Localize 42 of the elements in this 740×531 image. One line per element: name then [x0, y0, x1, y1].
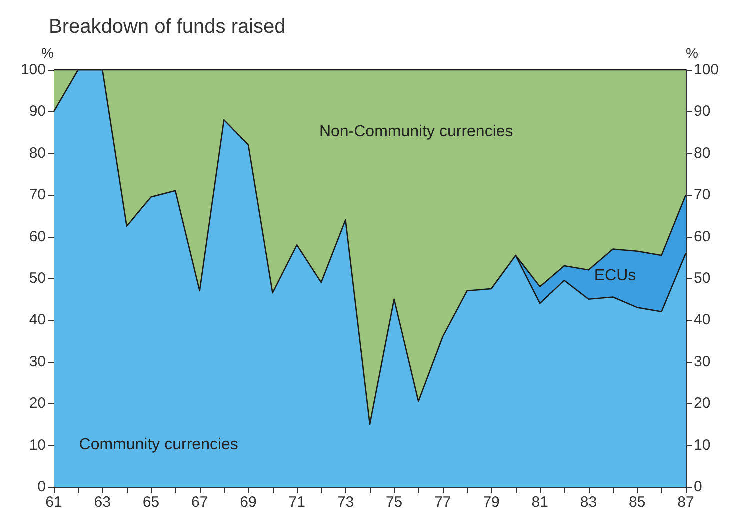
x-tick-label: 73: [337, 494, 354, 511]
x-tick-label: 79: [483, 494, 500, 511]
y2-tick-label: 50: [694, 270, 711, 287]
y2-axis-title: %: [686, 45, 698, 61]
x-tick-label: 75: [386, 494, 403, 511]
x-tick-label: 65: [142, 494, 160, 511]
y-tick-label: 100: [20, 62, 46, 78]
series-label: Non-Community currencies: [319, 124, 514, 141]
x-tick-label: 69: [240, 494, 257, 511]
x-tick-label: 87: [678, 494, 694, 511]
y2-tick-label: 40: [694, 312, 711, 329]
series-label: Community currencies: [79, 436, 238, 454]
y2-tick-label: 20: [694, 395, 711, 412]
y-tick-label: 30: [29, 353, 46, 370]
y-tick-label: 0: [38, 478, 46, 496]
x-tick-label: 83: [580, 494, 598, 511]
y2-tick-label: 30: [694, 353, 711, 370]
y-tick-label: 20: [29, 395, 46, 412]
y-tick-label: 90: [29, 103, 46, 120]
y-axis-title: %: [42, 45, 54, 61]
x-tick-label: 63: [94, 494, 111, 511]
series-label: ECUs: [594, 268, 636, 285]
x-tick-label: 77: [434, 494, 452, 511]
y2-tick-label: 70: [694, 186, 711, 204]
y2-tick-label: 10: [694, 436, 711, 454]
y-tick-label: 40: [29, 312, 46, 329]
x-tick-label: 81: [532, 494, 548, 511]
x-tick-label: 61: [46, 494, 62, 511]
y-tick-label: 80: [29, 144, 46, 162]
y2-tick-label: 80: [694, 144, 711, 162]
y-tick-label: 10: [29, 436, 46, 454]
chart-title: Breakdown of funds raised: [49, 16, 286, 38]
y-tick-label: 60: [29, 228, 46, 246]
y-tick-label: 50: [29, 270, 46, 287]
y2-tick-label: 0: [694, 478, 702, 496]
y2-tick-label: 60: [694, 228, 711, 246]
y2-tick-label: 100: [694, 62, 720, 78]
x-tick-label: 71: [288, 494, 306, 511]
x-tick-label: 85: [629, 494, 646, 511]
y-tick-label: 70: [29, 186, 46, 204]
x-tick-label: 67: [192, 494, 208, 511]
y2-tick-label: 90: [694, 103, 711, 120]
